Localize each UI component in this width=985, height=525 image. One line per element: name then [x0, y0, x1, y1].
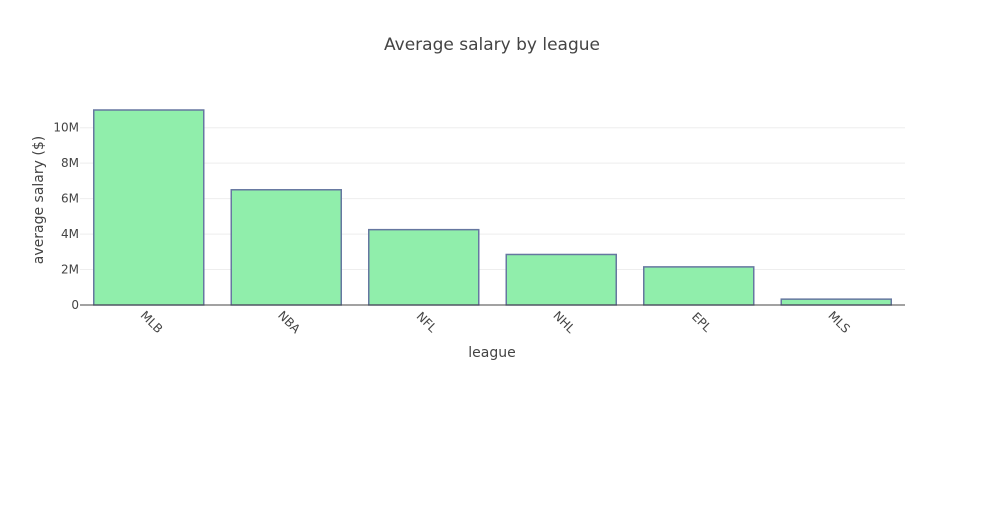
bar-nhl	[505, 253, 617, 306]
bar-mls	[780, 298, 892, 306]
y-tick-label: 6M	[61, 192, 79, 206]
x-tick-label: NBA	[275, 308, 303, 336]
x-axis-ticks: MLB NBA NFL NHL EPL MLS	[138, 308, 853, 336]
y-tick-label: 4M	[61, 227, 79, 241]
bar-nfl	[368, 228, 480, 306]
x-tick-label: EPL	[689, 310, 714, 335]
y-tick-label: 2M	[61, 263, 79, 277]
x-tick-label: MLB	[138, 308, 166, 336]
bar-mlb	[93, 109, 205, 306]
x-tick-label: MLS	[825, 309, 852, 336]
bar-epl	[643, 266, 755, 306]
grid-lines	[80, 127, 905, 271]
x-axis-label: league	[468, 345, 515, 361]
y-tick-label: 10M	[53, 121, 79, 135]
bars	[93, 109, 892, 306]
y-axis-label: average salary ($)	[31, 136, 47, 264]
y-axis-ticks: 0 2M 4M 6M 8M 10M	[53, 121, 79, 312]
chart-title: Average salary by league	[384, 35, 600, 55]
x-tick-label: NFL	[414, 309, 440, 335]
bar-nba	[230, 189, 342, 306]
y-tick-label: 0	[71, 298, 79, 312]
y-tick-label: 8M	[61, 156, 79, 170]
x-tick-label: NHL	[550, 308, 578, 336]
